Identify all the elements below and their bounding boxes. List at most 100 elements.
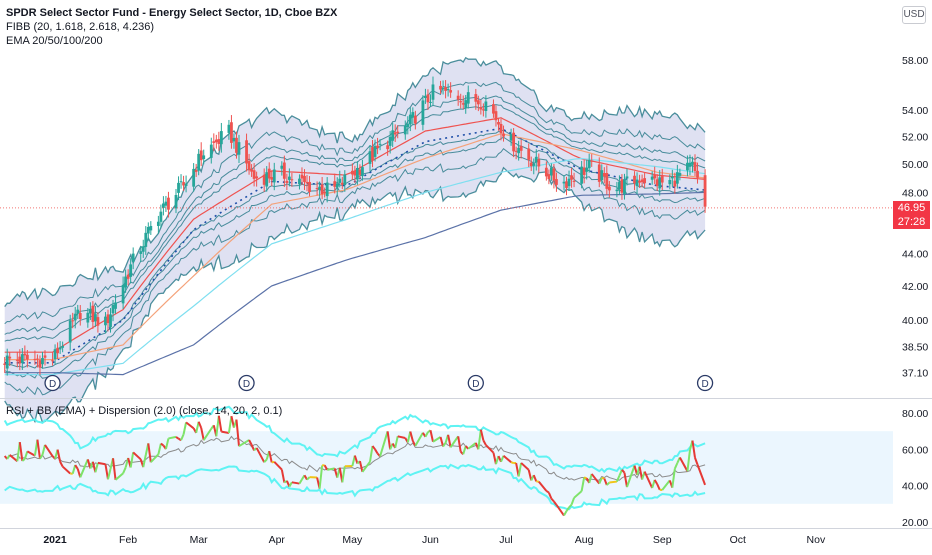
currency-button[interactable]: USD	[902, 6, 926, 24]
time-tick-label-7: Aug	[575, 534, 594, 546]
candle-down	[353, 171, 356, 176]
candle-up	[676, 172, 679, 184]
candle-down	[555, 179, 558, 185]
price-tick-label-4: 48.00	[902, 187, 928, 199]
candle-up	[273, 170, 276, 183]
candle-down	[107, 314, 110, 323]
candle-down	[97, 317, 100, 326]
rsi-legend-text: RSI + BB (EMA) + Dispersion (2.0) (close…	[6, 404, 282, 418]
price-tick-label-7: 42.00	[902, 281, 928, 293]
candle-up	[288, 177, 291, 180]
candle-down	[462, 103, 465, 104]
dividend-marker-3[interactable]: D	[698, 376, 713, 391]
rsi-pane[interactable]	[0, 407, 893, 516]
candle-up	[94, 314, 97, 321]
candle-down	[71, 320, 74, 321]
candle-up	[338, 179, 341, 183]
candle-up	[568, 179, 571, 186]
candle-down	[26, 355, 29, 360]
candle-up	[54, 349, 57, 359]
dividend-marker-2[interactable]: D	[468, 376, 483, 391]
price-tick-label-8: 40.00	[902, 315, 928, 327]
candle-down	[321, 184, 324, 194]
candle-down	[16, 360, 19, 361]
candle-down	[323, 192, 326, 193]
candle-down	[414, 116, 417, 124]
dividend-marker-1[interactable]: D	[239, 376, 254, 391]
dividend-marker-0[interactable]: D	[45, 376, 60, 391]
candle-down	[608, 187, 611, 191]
candle-up	[422, 100, 425, 124]
candle-up	[59, 347, 62, 349]
rsi-tick-label-3: 20.00	[902, 517, 928, 529]
candle-up	[177, 183, 180, 193]
candle-up	[361, 167, 364, 176]
candle-down	[673, 181, 676, 187]
candle-down	[341, 183, 344, 185]
candle-down	[394, 132, 397, 134]
rsi-segment	[219, 416, 222, 432]
candle-up	[636, 180, 639, 187]
time-tick-label-2: Mar	[190, 534, 209, 546]
candle-down	[79, 313, 82, 319]
last-price-label: 46.95 27:28	[893, 201, 930, 229]
rsi-segment	[98, 463, 106, 464]
candle-up	[89, 309, 92, 314]
candle-down	[44, 355, 47, 357]
dividend-label: D	[472, 379, 479, 390]
candle-up	[139, 251, 142, 254]
candle-down	[621, 179, 624, 192]
candle-up	[671, 177, 674, 179]
candle-up	[442, 88, 445, 89]
candle-up	[550, 168, 553, 176]
rsi-segment	[186, 422, 194, 428]
candle-up	[122, 285, 125, 303]
candle-up	[374, 146, 377, 157]
rsi-segment	[609, 482, 617, 483]
candle-down	[8, 357, 11, 359]
candle-up	[429, 102, 432, 103]
candle-down	[23, 354, 26, 356]
price-tick-label-6: 44.00	[902, 248, 928, 260]
candle-down	[268, 169, 271, 179]
price-tick-label-10: 37.10	[902, 368, 928, 380]
candle-down	[537, 159, 540, 166]
candle-down	[316, 188, 319, 189]
last-price-value: 46.95	[893, 201, 930, 215]
candle-down	[51, 360, 54, 361]
candle-up	[464, 100, 467, 108]
candle-down	[230, 122, 233, 143]
candle-down	[661, 176, 664, 182]
candle-down	[553, 168, 556, 180]
candle-up	[651, 177, 654, 180]
candle-up	[406, 124, 409, 127]
candle-down	[638, 181, 641, 183]
candle-up	[228, 125, 231, 133]
candle-down	[696, 171, 699, 178]
candle-up	[6, 356, 9, 369]
candle-down	[235, 138, 238, 153]
candle-down	[285, 181, 288, 183]
candle-up	[689, 163, 692, 167]
candle-up	[61, 346, 64, 348]
candle-down	[502, 133, 505, 136]
candle-up	[404, 125, 407, 134]
candle-down	[530, 163, 533, 167]
candle-up	[600, 170, 603, 180]
candle-down	[482, 109, 485, 110]
candle-up	[185, 184, 188, 187]
candle-up	[41, 358, 44, 364]
candle-up	[233, 138, 236, 141]
candle-up	[220, 131, 223, 144]
main-legend: SPDR Select Sector Fund - Energy Select …	[6, 6, 337, 48]
candle-down	[545, 168, 548, 177]
candle-down	[643, 178, 646, 183]
candle-up	[411, 112, 414, 118]
candle-down	[449, 90, 452, 92]
candle-up	[409, 115, 412, 125]
fib-envelope-fill	[5, 58, 705, 423]
candle-up	[391, 130, 394, 140]
